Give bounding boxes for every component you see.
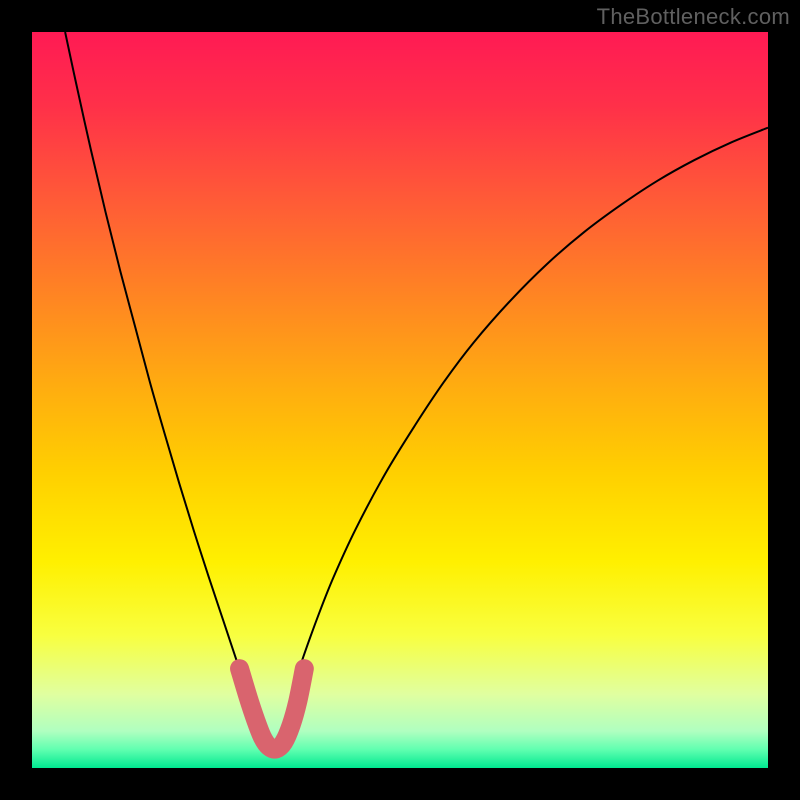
watermark-text: TheBottleneck.com — [597, 4, 790, 30]
gradient-background — [32, 32, 768, 768]
bottleneck-curve-chart — [0, 0, 800, 800]
chart-frame: TheBottleneck.com — [0, 0, 800, 800]
